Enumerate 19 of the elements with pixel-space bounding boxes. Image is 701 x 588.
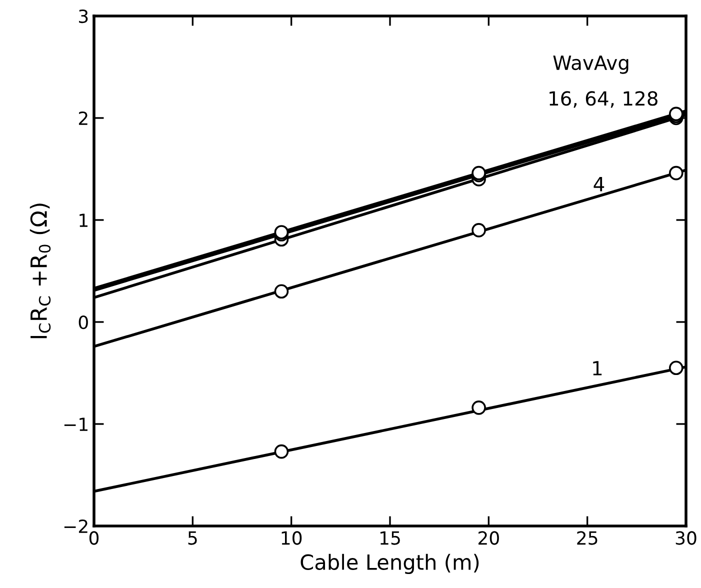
- x-tick-label: 20: [478, 531, 499, 545]
- x-tick-label: 10: [282, 531, 302, 545]
- x-tick-label: 15: [380, 531, 400, 545]
- x-tick-label: 5: [188, 531, 197, 545]
- x-tick-label: 0: [89, 531, 99, 545]
- x-axis-title: Cable Length (m): [300, 554, 479, 574]
- annotation: WavAvg: [553, 56, 628, 74]
- y-tick-label: 3: [79, 9, 88, 24]
- y-tick-label: 2: [78, 111, 88, 125]
- y-tick-label: −1: [64, 418, 88, 431]
- y-tick-label: −2: [64, 519, 88, 533]
- y-tick-label: 1: [80, 214, 88, 227]
- x-tick-label: 30: [676, 531, 696, 545]
- y-tick-label: 0: [78, 315, 88, 330]
- annotation: 1: [593, 361, 602, 376]
- y-axis-title: I$_{C}$R$_{C}$ +R$_{0}$ (Ω): [30, 204, 51, 338]
- annotation: 4: [594, 177, 604, 192]
- x-tick-label: 25: [577, 531, 598, 545]
- annotation: 16, 64, 128: [550, 91, 658, 108]
